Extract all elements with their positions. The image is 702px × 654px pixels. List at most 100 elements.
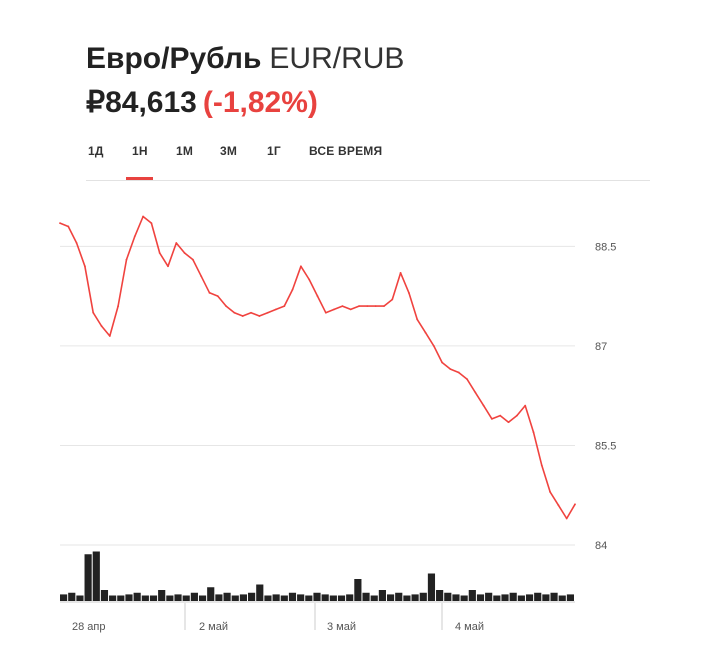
price-point — [416, 318, 418, 320]
price-point — [126, 259, 128, 261]
x-axis: 28 апр 2 май 3 май 4 май — [60, 602, 575, 633]
volume-bar — [264, 596, 271, 602]
price-point — [533, 431, 535, 433]
price-point — [366, 305, 368, 307]
price-point — [408, 292, 410, 294]
price-point — [292, 289, 294, 291]
volume-bar — [477, 594, 484, 601]
volume-bar — [191, 593, 198, 601]
volume-bar — [232, 596, 239, 602]
x-tick-label: 4 май — [455, 621, 484, 633]
price-point — [383, 305, 385, 307]
price-point — [267, 312, 269, 314]
price-point — [491, 418, 493, 420]
price-point — [441, 362, 443, 364]
price-point — [483, 405, 485, 407]
volume-bar — [125, 594, 132, 601]
price-point — [433, 345, 435, 347]
price-point — [67, 226, 69, 228]
price-point — [134, 236, 136, 238]
volume-bar — [412, 594, 419, 601]
volume-bar — [518, 596, 525, 602]
volume-bar — [395, 593, 402, 601]
volume-bar — [76, 596, 83, 602]
volume-bar — [142, 596, 149, 602]
volume-bar — [68, 593, 75, 601]
volume-bar — [371, 596, 378, 602]
volume-bar — [542, 594, 549, 601]
volume-bar — [330, 596, 337, 602]
price-point — [242, 315, 244, 317]
volume-bar — [174, 594, 181, 601]
volume-bar — [461, 596, 468, 602]
volume-bar — [158, 590, 165, 601]
volume-bar — [452, 594, 459, 601]
volume-bar — [469, 590, 476, 601]
volume-bar — [281, 596, 288, 602]
chart-grid — [60, 246, 575, 545]
volume-bar — [150, 596, 157, 602]
volume-bar — [240, 594, 247, 601]
volume-bar — [223, 593, 230, 601]
price-point — [159, 252, 161, 254]
price-point — [167, 265, 169, 267]
price-point — [283, 305, 285, 307]
volume-bar — [248, 593, 255, 601]
volume-bar — [444, 593, 451, 601]
volume-bar — [305, 596, 312, 602]
price-point — [499, 415, 501, 417]
price-point — [325, 312, 327, 314]
volume-bar — [166, 596, 173, 602]
price-series-line — [60, 217, 575, 519]
volume-bar — [501, 594, 508, 601]
price-point — [101, 325, 103, 327]
volume-bar — [313, 593, 320, 601]
price-point — [84, 265, 86, 267]
volume-bar — [322, 594, 329, 601]
price-point — [117, 305, 119, 307]
price-point — [400, 272, 402, 274]
price-point — [549, 491, 551, 493]
volume-bar — [273, 594, 280, 601]
price-point — [250, 312, 252, 314]
volume-bar — [297, 594, 304, 601]
y-tick-label: 87 — [595, 341, 607, 353]
price-point — [192, 259, 194, 261]
volume-bar — [510, 593, 517, 601]
volume-bar — [567, 594, 574, 601]
price-point — [234, 312, 236, 314]
volume-bar — [207, 587, 214, 601]
price-point — [300, 265, 302, 267]
price-point — [566, 518, 568, 520]
price-point — [375, 305, 377, 307]
y-axis-ticks: 88.58785.584 — [595, 241, 616, 552]
x-tick-label: 3 май — [327, 621, 356, 633]
price-point — [557, 504, 559, 506]
volume-bar — [117, 596, 124, 602]
volume-bar — [559, 596, 566, 602]
volume-bar — [379, 590, 386, 601]
volume-bar — [403, 596, 410, 602]
price-point — [524, 405, 526, 407]
price-point — [358, 305, 360, 307]
y-tick-label: 84 — [595, 540, 607, 552]
price-point — [425, 332, 427, 334]
volume-bar — [362, 593, 369, 601]
volume-bar — [101, 590, 108, 601]
price-point — [508, 421, 510, 423]
price-point — [516, 415, 518, 417]
price-point — [450, 368, 452, 370]
volume-bar — [526, 594, 533, 601]
volume-bar — [550, 593, 557, 601]
price-point — [574, 503, 576, 505]
volume-bar — [420, 593, 427, 601]
volume-bar — [199, 596, 206, 602]
volume-bar — [485, 593, 492, 601]
price-point — [92, 312, 94, 314]
price-point — [217, 295, 219, 297]
price-point — [209, 292, 211, 294]
volume-bar — [109, 596, 116, 602]
price-point — [76, 242, 78, 244]
volume-bar — [338, 596, 345, 602]
